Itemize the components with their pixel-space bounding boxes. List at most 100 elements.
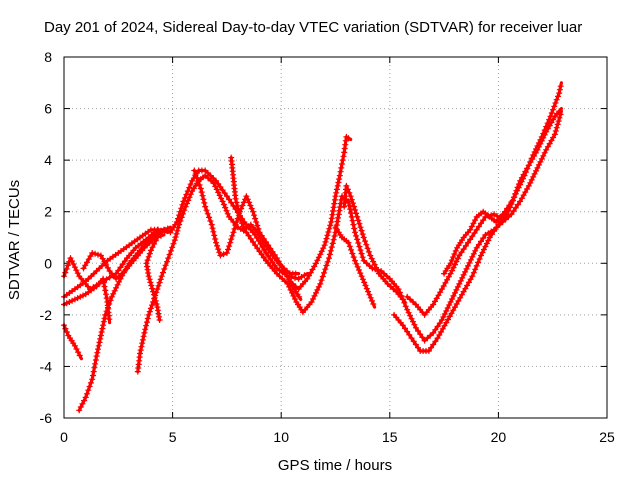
data-point-marker bbox=[310, 296, 317, 302]
data-point-marker bbox=[550, 134, 557, 141]
data-point-marker bbox=[176, 212, 183, 219]
data-point-marker bbox=[108, 293, 115, 300]
data-point-marker bbox=[93, 353, 100, 360]
data-point-marker bbox=[551, 103, 558, 110]
data-point-marker bbox=[63, 266, 70, 272]
data-point-marker bbox=[223, 193, 230, 200]
data-point-marker bbox=[148, 282, 155, 289]
data-point-marker bbox=[90, 372, 96, 379]
data-point-marker bbox=[465, 239, 471, 246]
data-point-marker bbox=[228, 236, 235, 243]
data-point-marker bbox=[100, 318, 107, 325]
data-point-marker bbox=[63, 329, 70, 335]
data-point-marker bbox=[362, 238, 368, 245]
data-point-marker bbox=[351, 225, 358, 232]
data-point-marker bbox=[155, 226, 162, 233]
data-point-marker bbox=[345, 198, 352, 205]
data-point-marker bbox=[514, 201, 521, 208]
data-point-marker bbox=[357, 247, 364, 254]
data-point-marker bbox=[354, 263, 361, 270]
data-point-marker bbox=[352, 229, 358, 236]
y-tick-label: 2 bbox=[44, 204, 52, 220]
x-tick-label: 15 bbox=[382, 429, 398, 445]
data-point-marker bbox=[184, 188, 191, 195]
data-point-marker bbox=[322, 238, 329, 245]
data-point-marker bbox=[103, 295, 110, 302]
data-point-marker bbox=[480, 235, 487, 242]
data-point-marker bbox=[367, 252, 374, 259]
data-point-marker bbox=[196, 181, 203, 188]
data-point-marker bbox=[415, 328, 421, 334]
data-point-marker bbox=[156, 279, 163, 286]
data-point-marker bbox=[84, 259, 90, 266]
data-point-marker bbox=[554, 121, 561, 128]
data-point-marker bbox=[102, 287, 109, 294]
data-point-marker bbox=[454, 255, 461, 262]
data-point-marker bbox=[350, 254, 357, 261]
data-point-marker bbox=[185, 197, 192, 204]
data-point-marker bbox=[468, 223, 475, 230]
data-point-marker bbox=[97, 252, 104, 259]
data-point-marker bbox=[537, 140, 544, 147]
data-point-marker bbox=[217, 184, 224, 190]
data-point-marker bbox=[345, 135, 352, 142]
data-point-marker bbox=[553, 96, 560, 103]
data-point-marker bbox=[548, 110, 555, 116]
data-point-marker bbox=[399, 322, 406, 329]
data-point-marker bbox=[229, 232, 236, 239]
data-point-marker bbox=[352, 257, 358, 264]
data-point-marker bbox=[179, 201, 186, 208]
data-point-marker bbox=[491, 228, 498, 235]
data-point-marker bbox=[333, 186, 340, 193]
data-point-marker bbox=[222, 204, 229, 211]
data-point-marker bbox=[415, 344, 421, 351]
data-point-marker bbox=[338, 164, 345, 171]
data-point-marker bbox=[467, 236, 474, 243]
data-point-marker bbox=[556, 90, 563, 97]
data-point-marker bbox=[543, 146, 550, 153]
data-point-marker bbox=[142, 326, 149, 333]
data-point-marker bbox=[359, 231, 366, 238]
data-point-marker bbox=[339, 161, 345, 167]
data-point-marker bbox=[464, 282, 471, 289]
data-point-marker bbox=[155, 282, 162, 289]
data-point-marker bbox=[402, 303, 409, 310]
data-point-marker bbox=[106, 274, 113, 281]
data-point-marker bbox=[233, 219, 240, 225]
data-point-marker bbox=[356, 220, 363, 227]
data-point-marker bbox=[480, 217, 487, 224]
series-arc-8 bbox=[143, 167, 309, 323]
data-point-marker bbox=[544, 143, 551, 150]
data-point-marker bbox=[475, 259, 482, 266]
data-point-marker bbox=[439, 325, 446, 332]
data-point-marker bbox=[166, 251, 173, 258]
data-point-marker bbox=[267, 249, 274, 256]
data-point-marker bbox=[203, 207, 210, 214]
data-point-marker bbox=[557, 83, 564, 90]
data-point-marker bbox=[223, 207, 230, 214]
data-point-marker bbox=[446, 313, 453, 320]
data-point-marker bbox=[256, 248, 263, 255]
data-point-marker bbox=[119, 261, 126, 268]
grid-layer bbox=[64, 57, 607, 418]
data-point-marker bbox=[258, 251, 265, 258]
data-point-marker bbox=[478, 238, 484, 245]
data-point-marker bbox=[473, 226, 480, 233]
data-point-marker bbox=[330, 236, 337, 243]
data-point-marker bbox=[103, 291, 109, 298]
data-point-marker bbox=[207, 218, 214, 224]
y-tick-label: -4 bbox=[40, 358, 53, 374]
data-point-marker bbox=[150, 288, 157, 295]
data-point-marker bbox=[555, 118, 562, 125]
data-point-marker bbox=[522, 168, 529, 175]
data-point-marker bbox=[444, 276, 451, 283]
data-point-marker bbox=[82, 394, 89, 401]
data-point-marker bbox=[192, 171, 199, 178]
data-point-marker bbox=[246, 199, 253, 206]
data-point-marker bbox=[164, 258, 170, 265]
data-point-marker bbox=[361, 279, 368, 286]
data-point-marker bbox=[470, 269, 477, 276]
data-point-marker bbox=[186, 184, 193, 191]
data-point-marker bbox=[514, 184, 521, 191]
data-point-marker bbox=[472, 266, 479, 273]
